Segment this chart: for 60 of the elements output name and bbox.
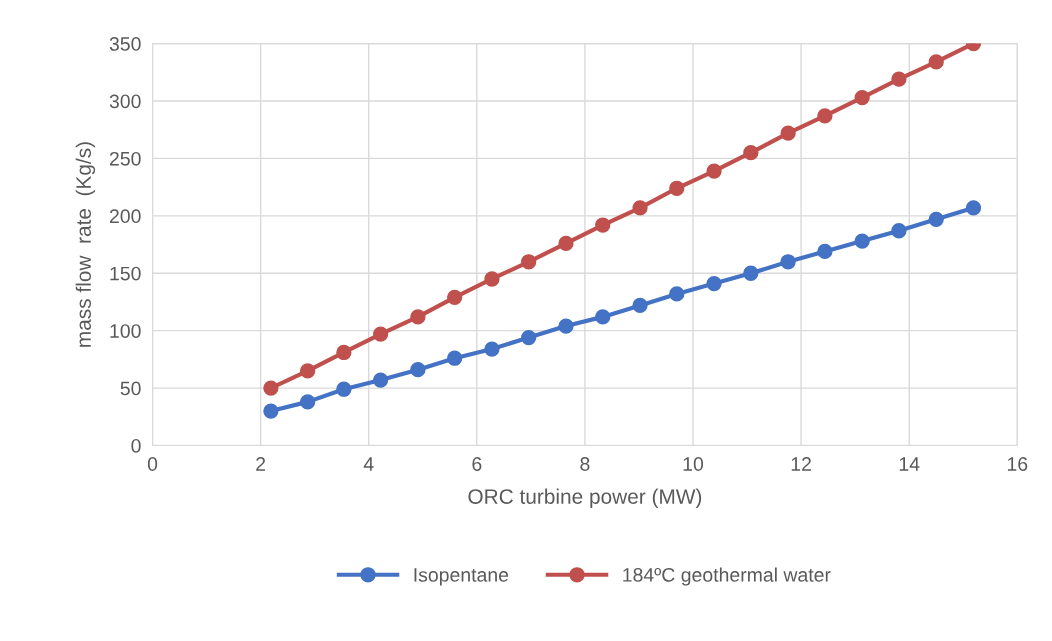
y-tick-label: 350 [109, 37, 141, 51]
point [336, 381, 352, 397]
point [632, 297, 648, 314]
x-tick-label: 6 [472, 457, 482, 471]
point [817, 108, 833, 124]
point [743, 265, 759, 281]
x-tick-label: 2 [256, 457, 266, 471]
point [595, 309, 611, 325]
point [558, 318, 574, 334]
point [447, 289, 463, 306]
point [300, 394, 316, 410]
point [521, 254, 537, 270]
x-tick-label: 10 [683, 457, 704, 471]
point [891, 223, 907, 239]
point [817, 243, 833, 260]
point [300, 363, 316, 379]
y-tick-label: 250 [109, 151, 141, 166]
point [743, 145, 759, 161]
y-axis-title: mass flow rate (Kg/s) [75, 142, 96, 347]
x-axis-title: ORC turbine power (MW) [468, 488, 702, 509]
point [558, 235, 574, 252]
point [780, 254, 796, 270]
point [521, 329, 537, 346]
y-tick-label: 50 [120, 381, 141, 396]
point [854, 233, 870, 249]
point [484, 271, 500, 287]
point [706, 163, 722, 179]
y-tick-label: 200 [109, 209, 141, 224]
point [891, 71, 907, 87]
point [372, 372, 389, 388]
point [669, 180, 685, 196]
x-tick-label: 16 [1007, 457, 1028, 471]
point [484, 341, 500, 357]
y-tick-label: 150 [110, 266, 141, 281]
y-tick-label: 100 [110, 324, 141, 338]
point [372, 326, 389, 342]
point [854, 89, 870, 106]
point [410, 309, 426, 325]
x-tick-label: 12 [791, 457, 811, 471]
x-tick-label: 8 [580, 457, 590, 471]
x-tick-label: 0 [147, 457, 158, 471]
point [632, 200, 648, 216]
point [263, 380, 279, 396]
point [780, 125, 796, 141]
point [669, 286, 685, 302]
legend-label: Isopentane [414, 568, 509, 586]
point [928, 211, 944, 227]
x-tick-label: 14 [899, 457, 920, 471]
point [263, 403, 279, 419]
y-tick-label: 300 [109, 94, 141, 109]
point [706, 275, 722, 292]
legend-label: 184ºC geothermal water [623, 567, 831, 586]
point [965, 200, 982, 216]
point [928, 54, 944, 70]
x-tick-label: 4 [363, 457, 374, 471]
point [595, 217, 611, 233]
point [447, 350, 463, 366]
point [410, 362, 426, 378]
point [336, 344, 352, 361]
y-tick-label: 0 [131, 438, 141, 453]
